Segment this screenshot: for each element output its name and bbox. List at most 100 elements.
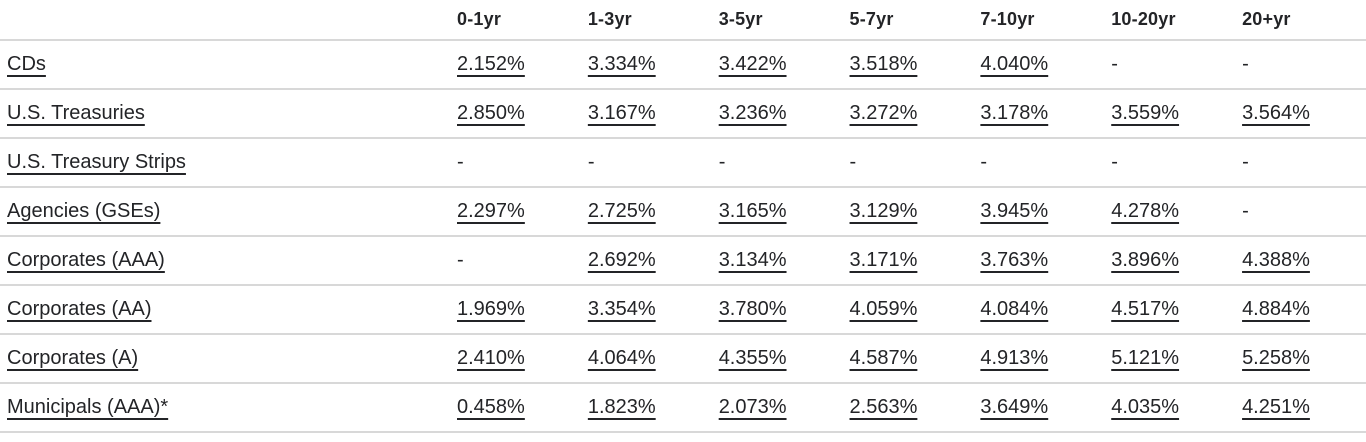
row-label-link[interactable]: Agencies (GSEs): [7, 200, 161, 222]
yield-cell: 2.850%: [450, 89, 581, 139]
yield-cell: -: [580, 138, 712, 188]
yield-cell: 3.780%: [711, 285, 843, 335]
yield-cell: 4.355%: [711, 334, 843, 384]
yield-value-link[interactable]: 4.035%: [1111, 396, 1180, 418]
yield-value-link[interactable]: 4.251%: [1242, 396, 1310, 418]
yield-value-link[interactable]: 0.458%: [457, 396, 525, 418]
column-header-0-1yr: 0-1yr: [450, 0, 581, 41]
table-row: Corporates (A) 2.410% 4.064% 4.355% 4.587% 4.…: [0, 334, 1366, 384]
yield-cell: -: [973, 138, 1105, 188]
yield-cell: 0.458%: [450, 383, 581, 433]
yield-cell: 3.167%: [580, 89, 712, 139]
yield-cell: 3.334%: [580, 40, 712, 90]
yield-value-link[interactable]: 4.355%: [718, 347, 787, 369]
yield-cell: 3.178%: [973, 89, 1105, 139]
yield-cell: 3.171%: [842, 236, 974, 286]
yield-value-link[interactable]: 3.167%: [587, 102, 656, 124]
yield-value-link[interactable]: 3.129%: [849, 200, 918, 222]
table-header-row: 0-1yr 1-3yr 3-5yr 5-7yr 7-10yr 10-20yr 20+yr: [0, 0, 1366, 41]
yield-value-link[interactable]: 3.945%: [980, 200, 1049, 222]
yield-cell: -: [450, 138, 581, 188]
row-label-cell: CDs: [0, 40, 450, 90]
yield-value-link[interactable]: 4.388%: [1242, 249, 1310, 271]
yield-value-link[interactable]: 3.354%: [587, 298, 656, 320]
yield-value-link[interactable]: 3.134%: [718, 249, 787, 271]
corner-cell: [0, 0, 450, 41]
table-row: Corporates (AAA) - 2.692% 3.134% 3.171% 3.763…: [0, 236, 1366, 286]
row-label-link[interactable]: CDs: [7, 53, 46, 75]
yield-value-link[interactable]: 3.518%: [849, 53, 918, 75]
yield-value-link[interactable]: 3.896%: [1111, 249, 1180, 271]
yield-cell: 3.518%: [842, 40, 974, 90]
yield-value-link[interactable]: 2.410%: [457, 347, 525, 369]
yield-cell: 4.884%: [1235, 285, 1366, 335]
empty-value: -: [1242, 53, 1249, 75]
yield-value-link[interactable]: 4.517%: [1111, 298, 1180, 320]
yield-value-link[interactable]: 4.064%: [587, 347, 656, 369]
column-header-10-20yr: 10-20yr: [1104, 0, 1236, 41]
column-header-20+yr: 20+yr: [1235, 0, 1366, 41]
yield-value-link[interactable]: 3.763%: [980, 249, 1049, 271]
yield-value-link[interactable]: 4.587%: [849, 347, 918, 369]
yield-value-link[interactable]: 3.165%: [718, 200, 787, 222]
yield-value-link[interactable]: 5.258%: [1242, 347, 1310, 369]
yield-cell: 3.134%: [711, 236, 843, 286]
yield-cell: 2.073%: [711, 383, 843, 433]
yield-value-link[interactable]: 3.564%: [1242, 102, 1310, 124]
column-header-1-3yr: 1-3yr: [580, 0, 712, 41]
yield-cell: 2.410%: [450, 334, 581, 384]
row-label-link[interactable]: U.S. Treasury Strips: [7, 151, 186, 173]
yield-value-link[interactable]: 2.297%: [457, 200, 525, 222]
yield-value-link[interactable]: 4.084%: [980, 298, 1049, 320]
yield-value-link[interactable]: 2.725%: [587, 200, 656, 222]
yield-cell: 5.121%: [1104, 334, 1236, 384]
row-label-link[interactable]: Corporates (AAA): [7, 249, 165, 271]
table-body: CDs 2.152% 3.334% 3.422% 3.518% 4.040% - - U.S. …: [0, 40, 1366, 433]
row-label-link[interactable]: U.S. Treasuries: [7, 102, 145, 124]
yield-value-link[interactable]: 5.121%: [1111, 347, 1180, 369]
yield-cell: 3.564%: [1235, 89, 1366, 139]
row-label-link[interactable]: Corporates (AA): [7, 298, 152, 320]
yield-value-link[interactable]: 3.272%: [849, 102, 918, 124]
yield-value-link[interactable]: 2.152%: [457, 53, 525, 75]
yield-value-link[interactable]: 3.178%: [980, 102, 1049, 124]
bond-yields-table: 0-1yr 1-3yr 3-5yr 5-7yr 7-10yr 10-20yr 20+yr C…: [0, 0, 1366, 433]
row-label-link[interactable]: Corporates (A): [7, 347, 139, 369]
yield-cell: -: [1235, 187, 1366, 237]
yield-cell: 3.165%: [711, 187, 843, 237]
yield-value-link[interactable]: 2.563%: [849, 396, 918, 418]
empty-value: -: [457, 249, 464, 271]
column-header-7-10yr: 7-10yr: [973, 0, 1105, 41]
yield-value-link[interactable]: 3.171%: [849, 249, 918, 271]
table-row: Agencies (GSEs) 2.297% 2.725% 3.165% 3.129% 3…: [0, 187, 1366, 237]
yield-cell: 2.692%: [580, 236, 712, 286]
yield-value-link[interactable]: 4.913%: [980, 347, 1049, 369]
yield-value-link[interactable]: 4.278%: [1111, 200, 1180, 222]
yield-value-link[interactable]: 3.559%: [1111, 102, 1180, 124]
yield-value-link[interactable]: 4.884%: [1242, 298, 1310, 320]
yield-value-link[interactable]: 4.059%: [849, 298, 918, 320]
yield-value-link[interactable]: 1.969%: [457, 298, 525, 320]
yield-value-link[interactable]: 3.334%: [587, 53, 656, 75]
yield-value-link[interactable]: 3.422%: [718, 53, 787, 75]
yield-value-link[interactable]: 3.236%: [718, 102, 787, 124]
yield-value-link[interactable]: 2.073%: [718, 396, 787, 418]
table-row: U.S. Treasuries 2.850% 3.167% 3.236% 3.272% 3…: [0, 89, 1366, 139]
empty-value: -: [457, 151, 464, 173]
yield-value-link[interactable]: 1.823%: [587, 396, 656, 418]
yield-cell: -: [1235, 138, 1366, 188]
yield-cell: 1.823%: [580, 383, 712, 433]
yield-cell: 3.236%: [711, 89, 843, 139]
yield-value-link[interactable]: 2.850%: [457, 102, 525, 124]
yield-value-link[interactable]: 2.692%: [587, 249, 656, 271]
yield-cell: 3.649%: [973, 383, 1105, 433]
yield-value-link[interactable]: 3.780%: [718, 298, 787, 320]
yield-cell: -: [1104, 40, 1236, 90]
yield-value-link[interactable]: 3.649%: [980, 396, 1049, 418]
yield-cell: -: [1104, 138, 1236, 188]
row-label-cell: Agencies (GSEs): [0, 187, 450, 237]
table-row: Corporates (AA) 1.969% 3.354% 3.780% 4.059% 4…: [0, 285, 1366, 335]
yield-value-link[interactable]: 4.040%: [980, 53, 1049, 75]
row-label-link[interactable]: Municipals (AAA)*: [7, 396, 169, 418]
yield-cell: 3.896%: [1104, 236, 1236, 286]
